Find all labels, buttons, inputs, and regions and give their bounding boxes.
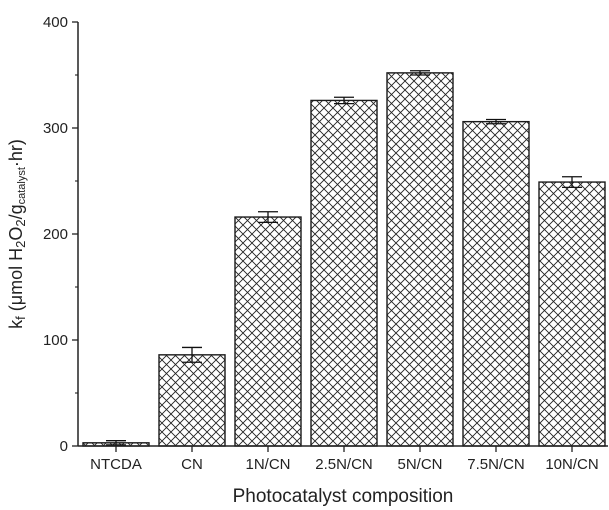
bar-7-5n-cn xyxy=(462,120,530,447)
bar-1n-cn xyxy=(234,216,302,447)
x-ticks-group: NTCDA CN 1N/CN 2.5N/CN 5N/CN 7.5N/CN 10N/CN xyxy=(90,446,599,473)
y-tick-label-100: 100 xyxy=(43,332,68,349)
error-bar-5n-cn xyxy=(410,70,430,76)
y-tick-label-200: 200 xyxy=(43,226,68,243)
y-axis-title: kf (μmol H2O2/gcatalyst·hr) xyxy=(6,139,28,329)
error-bar-2-5n-cn xyxy=(334,96,354,105)
y-ticks-group: 0 100 200 300 400 xyxy=(43,14,78,455)
x-tick-label-2-5n-cn: 2.5N/CN xyxy=(315,456,373,473)
error-bar-1n-cn xyxy=(258,211,278,223)
bar-5n-cn xyxy=(386,72,454,447)
y-tick-label-0: 0 xyxy=(60,438,68,455)
bar-2-5n-cn xyxy=(310,99,378,447)
x-tick-label-10n-cn: 10N/CN xyxy=(545,456,598,473)
bar-10n-cn xyxy=(538,181,606,447)
x-tick-label-ntcda: NTCDA xyxy=(90,456,142,473)
error-bar-ntcda xyxy=(106,440,126,446)
error-bar-7-5n-cn xyxy=(486,118,506,125)
y-tick-label-300: 300 xyxy=(43,120,68,137)
bar-cn xyxy=(158,354,226,447)
error-bar-cn xyxy=(182,346,202,363)
error-bars-group xyxy=(106,70,582,446)
x-axis-title: Photocatalyst composition xyxy=(233,486,454,507)
x-tick-label-5n-cn: 5N/CN xyxy=(397,456,442,473)
x-tick-label-cn: CN xyxy=(181,456,203,473)
y-tick-label-400: 400 xyxy=(43,14,68,31)
x-tick-label-7-5n-cn: 7.5N/CN xyxy=(467,456,525,473)
bars-group xyxy=(82,72,606,447)
error-bar-10n-cn xyxy=(562,176,582,189)
x-tick-label-1n-cn: 1N/CN xyxy=(245,456,290,473)
